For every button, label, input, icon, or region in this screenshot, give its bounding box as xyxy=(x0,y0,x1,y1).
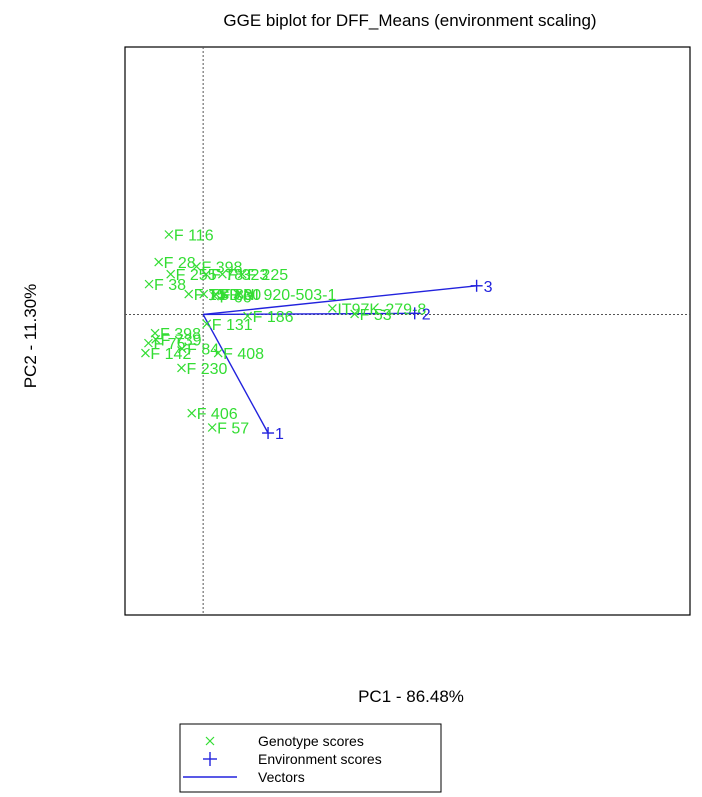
genotype-point: NI 920-503-1 xyxy=(233,287,336,304)
genotype-label: F 323 xyxy=(227,267,268,284)
genotype-label: F 230 xyxy=(187,361,228,378)
environment-vector xyxy=(203,312,415,316)
chart-title: GGE biplot for DFF_Means (environment sc… xyxy=(223,11,596,30)
legend-box xyxy=(179,723,442,793)
genotype-label: F 66 xyxy=(220,289,252,306)
genotype-marker xyxy=(210,291,219,301)
genotype-marker xyxy=(151,334,161,344)
genotype-label: F 408 xyxy=(223,346,264,363)
genotype-point: F 84 xyxy=(177,342,219,359)
legend-environment-marker xyxy=(203,752,217,766)
genotype-marker xyxy=(187,408,197,418)
genotype-point: F 28 xyxy=(154,255,196,272)
genotype-label: F 53 xyxy=(360,307,392,324)
genotype-point: F 739 xyxy=(151,332,202,349)
genotype-label: F 398 xyxy=(202,259,243,276)
genotype-label: F 116 xyxy=(174,227,214,244)
genotype-point: TSD xyxy=(199,287,241,304)
genotype-point: F 30 xyxy=(219,287,261,304)
environment-vector xyxy=(203,285,477,316)
environment-point: 2 xyxy=(408,306,431,323)
genotype-point: F 66 xyxy=(210,289,252,306)
genotype-marker xyxy=(350,309,360,319)
genotype-point: F 225 xyxy=(237,267,288,284)
genotype-point: F 255 xyxy=(166,267,217,284)
genotype-label: NI 920-503-1 xyxy=(243,287,336,304)
genotype-point: F 116 xyxy=(164,227,214,244)
genotype-marker xyxy=(177,344,187,354)
genotype-marker xyxy=(141,348,150,358)
genotype-label: F 225 xyxy=(247,267,288,284)
genotype-marker xyxy=(177,363,186,373)
genotype-label: F 142 xyxy=(150,346,191,363)
genotype-label: F 75 xyxy=(153,336,185,353)
genotype-label: F 739 xyxy=(161,332,202,349)
genotype-point: F 75 xyxy=(144,336,186,353)
genotype-label: F 57 xyxy=(217,421,249,438)
genotype-marker xyxy=(201,269,211,279)
genotype-point: F 323 xyxy=(217,267,268,284)
y-axis-label: PC2 - 11.30% xyxy=(21,284,40,389)
genotype-label: F 28 xyxy=(164,255,196,272)
plot-frame xyxy=(124,46,691,616)
genotype-marker xyxy=(237,269,247,279)
genotype-point: F 38 xyxy=(144,277,186,294)
genotype-marker xyxy=(217,269,227,279)
genotype-point: F 57 xyxy=(207,421,249,438)
genotype-marker xyxy=(166,269,176,279)
genotype-point: F 408 xyxy=(213,346,264,363)
genotype-label: F 398 xyxy=(160,326,201,343)
genotype-label: F 38 xyxy=(154,277,186,294)
genotype-label: F 406 xyxy=(197,406,238,423)
genotype-marker xyxy=(202,319,212,329)
genotype-marker xyxy=(213,348,223,358)
genotype-marker xyxy=(219,289,229,299)
genotype-point: IT97K-279-8 xyxy=(327,301,426,318)
genotype-label: F 84 xyxy=(187,342,219,359)
x-axis-label: PC1 - 86.48% xyxy=(358,687,464,706)
environment-point: 1 xyxy=(262,426,284,443)
legend-environment-label: Environment scores xyxy=(258,751,382,767)
genotype-point: F 142 xyxy=(141,346,191,363)
genotype-label: F 186 xyxy=(253,309,294,326)
genotype-label: TSD xyxy=(209,287,241,304)
environment-point: 3 xyxy=(470,279,493,296)
genotype-marker xyxy=(207,423,217,432)
genotype-marker xyxy=(144,279,154,289)
genotype-marker xyxy=(243,311,253,321)
genotype-point: F 406 xyxy=(187,406,238,423)
genotype-point: F 186 xyxy=(243,309,294,326)
genotype-marker xyxy=(192,262,201,271)
legend: Genotype scores Environment scores Vecto… xyxy=(179,723,442,793)
environment-label: 1 xyxy=(275,426,284,443)
genotype-marker xyxy=(164,230,174,239)
legend-vector-label: Vectors xyxy=(258,769,305,785)
genotype-point: F 53 xyxy=(350,307,392,324)
genotype-marker xyxy=(199,289,209,299)
genotype-label: F 131 xyxy=(212,317,253,334)
genotype-marker xyxy=(327,303,337,313)
genotype-point: F 230 xyxy=(177,361,228,378)
legend-genotype-marker xyxy=(205,736,215,746)
genotype-marker xyxy=(233,289,243,299)
environment-label: 3 xyxy=(484,279,493,296)
genotype-marker xyxy=(211,289,221,299)
genotype-marker xyxy=(184,289,194,299)
genotype-label: F 30 xyxy=(229,287,261,304)
genotype-marker xyxy=(154,257,164,267)
genotype-label: F 255 xyxy=(176,267,217,284)
genotype-point: F 398 xyxy=(192,259,243,276)
environment-vector xyxy=(202,314,269,434)
genotype-point: F 131 xyxy=(202,317,253,334)
environment-label: 2 xyxy=(422,306,431,323)
legend-genotype-label: Genotype scores xyxy=(258,733,364,749)
genotype-label: IT97K-279-8 xyxy=(337,301,426,318)
genotype-marker xyxy=(144,338,153,348)
